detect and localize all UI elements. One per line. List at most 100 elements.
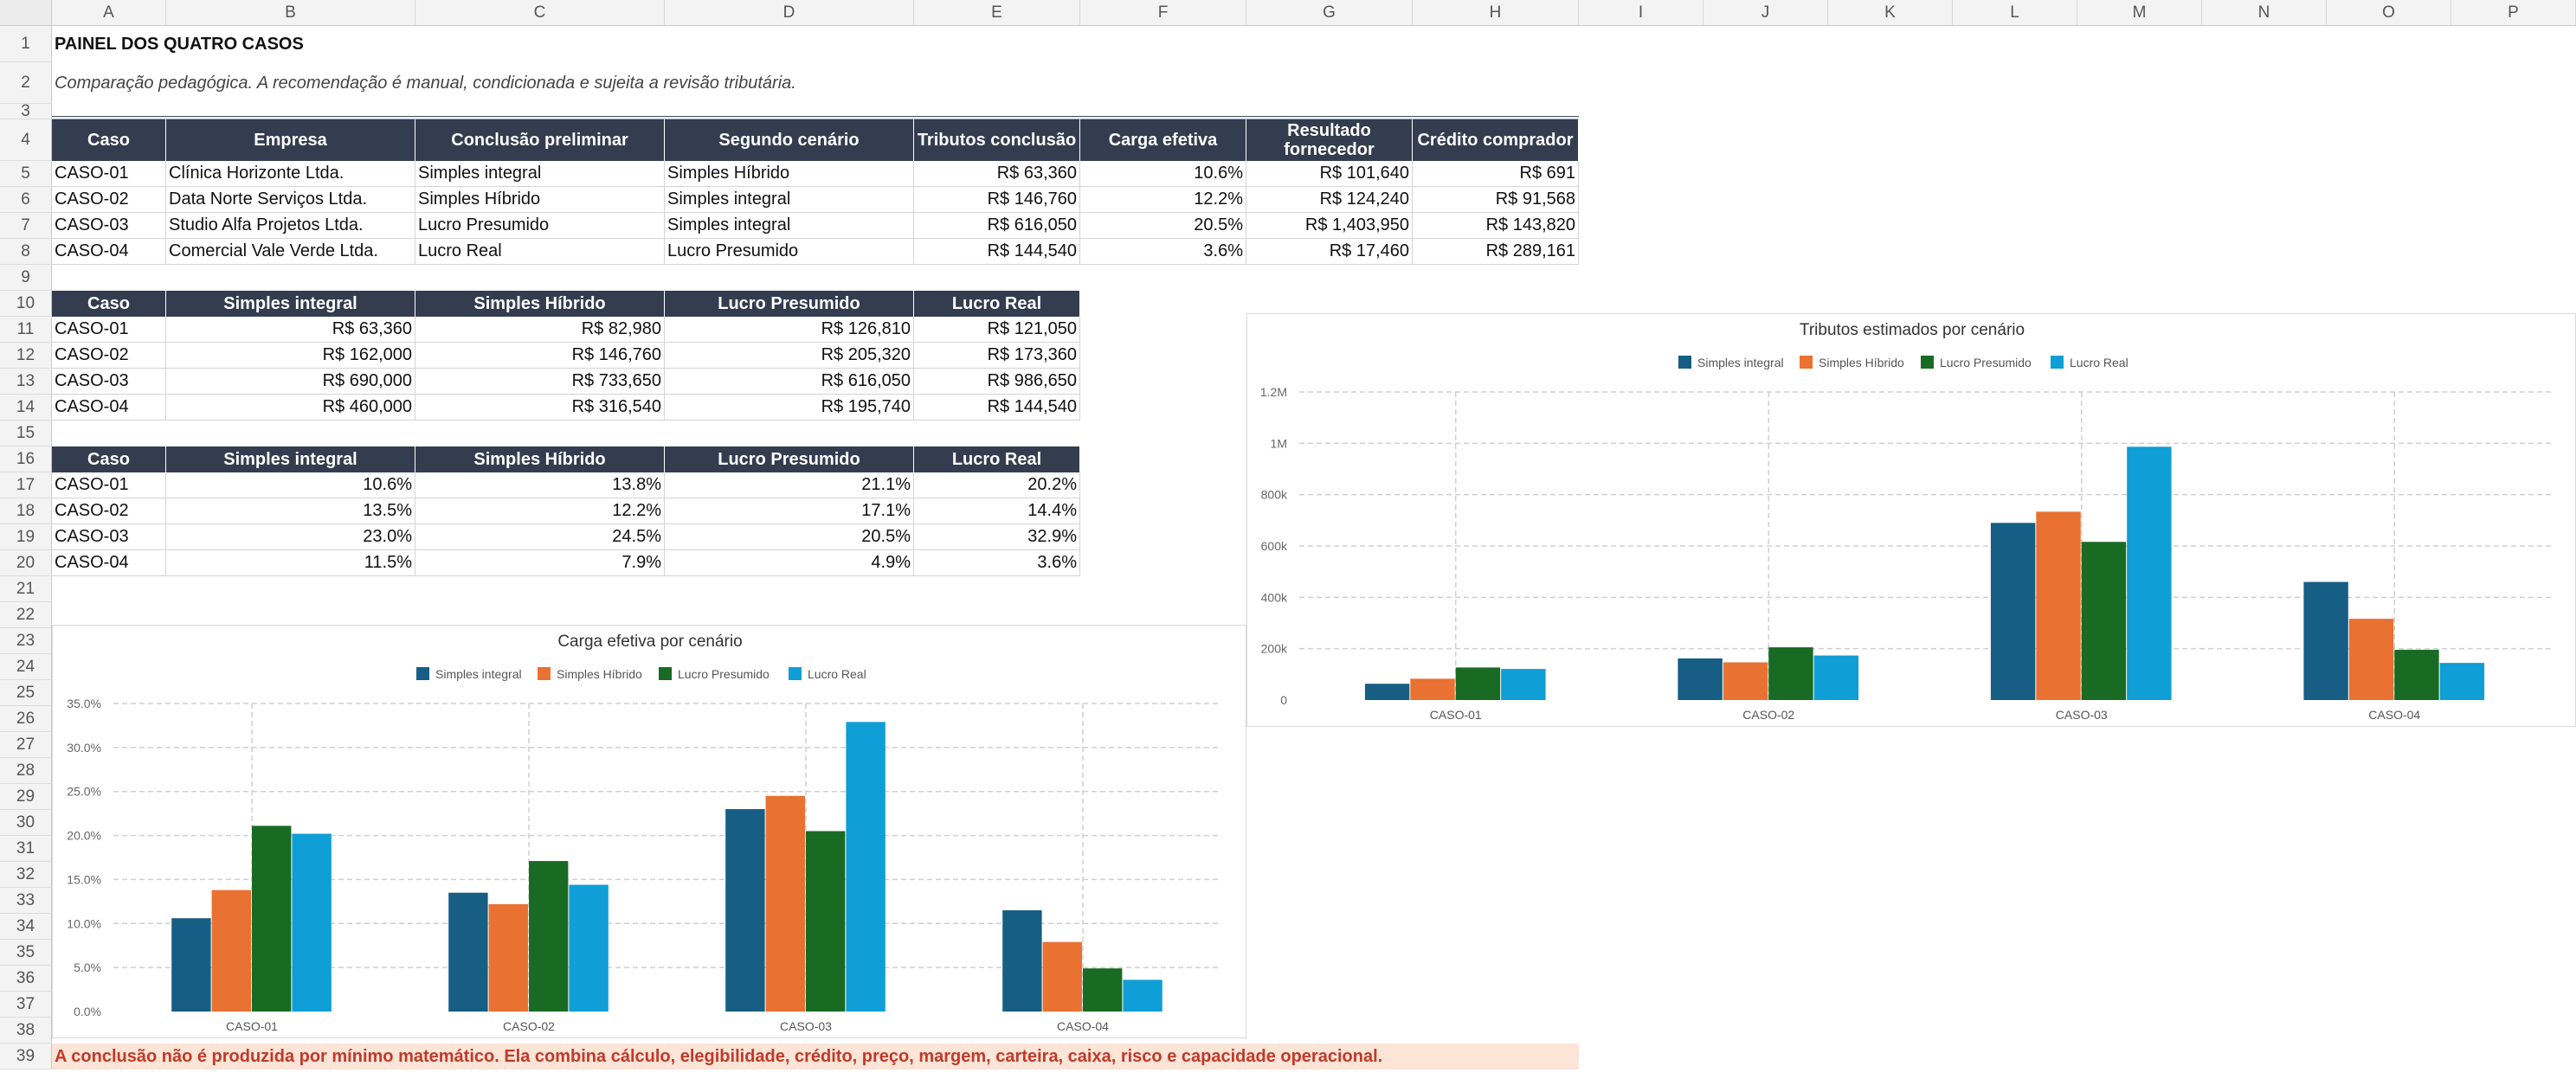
summary-cell[interactable]: 10.6% [1080,161,1246,187]
column-header-h[interactable]: H [1413,0,1579,26]
burden-cell[interactable]: 13.8% [415,472,665,498]
summary-cell[interactable]: Studio Alfa Projetos Ltda. [166,213,415,239]
summary-cell[interactable]: R$ 616,050 [914,213,1080,239]
taxes-cell[interactable]: CASO-02 [52,343,166,369]
burden-cell[interactable]: 17.1% [665,498,914,524]
column-header-i[interactable]: I [1579,0,1703,26]
bar-caso-02-3[interactable] [569,884,609,1012]
summary-cell[interactable]: R$ 1,403,950 [1246,213,1413,239]
row-header-23[interactable]: 23 [0,628,52,654]
burden-cell[interactable]: 7.9% [415,550,665,576]
burden-cell[interactable]: 24.5% [415,524,665,550]
row-header-38[interactable]: 38 [0,1018,52,1044]
summary-cell[interactable]: Lucro Presumido [665,239,914,265]
row-header-12[interactable]: 12 [0,343,52,369]
row-header-2[interactable]: 2 [0,62,52,104]
taxes-cell[interactable]: CASO-04 [52,395,166,421]
bar-caso-01-3[interactable] [292,833,332,1012]
column-header-e[interactable]: E [914,0,1080,26]
bar-caso-02-0[interactable] [448,892,488,1012]
burden-cell[interactable]: 20.2% [914,472,1080,498]
summary-cell[interactable]: Data Norte Serviços Ltda. [166,187,415,213]
taxes-cell[interactable]: R$ 144,540 [914,395,1080,421]
burden-cell[interactable]: 20.5% [665,524,914,550]
summary-cell[interactable]: Lucro Real [415,239,665,265]
taxes-cell[interactable]: CASO-01 [52,317,166,343]
summary-cell[interactable]: Simples Híbrido [665,161,914,187]
row-header-33[interactable]: 33 [0,888,52,914]
burden-cell[interactable]: 4.9% [665,550,914,576]
row-header-28[interactable]: 28 [0,758,52,784]
bar-caso-03-3[interactable] [846,722,886,1012]
row-header-1[interactable]: 1 [0,26,52,62]
bar-caso-02-2[interactable] [529,861,569,1012]
column-header-a[interactable]: A [52,0,166,26]
bar-caso-01-3[interactable] [1501,669,1546,700]
bar-caso-04-1[interactable] [2348,619,2394,700]
row-header-27[interactable]: 27 [0,732,52,758]
row-header-37[interactable]: 37 [0,992,52,1018]
row-header-18[interactable]: 18 [0,498,52,524]
burden-cell[interactable]: CASO-03 [52,524,166,550]
burden-cell[interactable]: CASO-02 [52,498,166,524]
row-header-20[interactable]: 20 [0,550,52,576]
summary-cell[interactable]: Clínica Horizonte Ltda. [166,161,415,187]
column-header-c[interactable]: C [415,0,665,26]
column-header-j[interactable]: J [1703,0,1828,26]
taxes-cell[interactable]: R$ 126,810 [665,317,914,343]
summary-cell[interactable]: R$ 144,540 [914,239,1080,265]
summary-cell[interactable]: R$ 91,568 [1413,187,1579,213]
bar-caso-03-2[interactable] [806,831,846,1012]
row-header-31[interactable]: 31 [0,836,52,862]
bar-caso-04-2[interactable] [1083,968,1123,1012]
taxes-cell[interactable]: CASO-03 [52,369,166,395]
summary-cell[interactable]: Simples integral [665,187,914,213]
row-header-19[interactable]: 19 [0,524,52,550]
taxes-cell[interactable]: R$ 173,360 [914,343,1080,369]
burden-cell[interactable]: CASO-04 [52,550,166,576]
row-header-30[interactable]: 30 [0,810,52,836]
bar-caso-01-1[interactable] [1410,678,1455,700]
burden-cell[interactable]: 13.5% [166,498,415,524]
bar-caso-04-2[interactable] [2394,649,2439,700]
burden-cell[interactable]: 12.2% [415,498,665,524]
taxes-cell[interactable]: R$ 121,050 [914,317,1080,343]
row-header-16[interactable]: 16 [0,446,52,472]
summary-cell[interactable]: R$ 101,640 [1246,161,1413,187]
bar-caso-01-2[interactable] [252,825,292,1012]
row-header-34[interactable]: 34 [0,914,52,940]
column-header-k[interactable]: K [1828,0,1953,26]
bar-caso-02-3[interactable] [1813,655,1859,700]
row-header-5[interactable]: 5 [0,161,52,187]
row-header-32[interactable]: 32 [0,862,52,888]
taxes-cell[interactable]: R$ 733,650 [415,369,665,395]
taxes-cell[interactable]: R$ 986,650 [914,369,1080,395]
row-header-39[interactable]: 39 [0,1044,52,1070]
summary-cell[interactable]: R$ 146,760 [914,187,1080,213]
chart-1[interactable]: Carga efetiva por cenário Simples integra… [52,625,1246,1038]
row-header-36[interactable]: 36 [0,966,52,992]
bar-caso-02-0[interactable] [1678,658,1723,700]
row-header-13[interactable]: 13 [0,369,52,395]
row-header-14[interactable]: 14 [0,395,52,421]
bar-caso-01-0[interactable] [1364,684,1410,700]
column-header-f[interactable]: F [1080,0,1246,26]
bar-caso-03-1[interactable] [2036,511,2081,700]
burden-cell[interactable]: 23.0% [166,524,415,550]
row-header-7[interactable]: 7 [0,213,52,239]
summary-cell[interactable]: R$ 691 [1413,161,1579,187]
summary-cell[interactable]: Simples Híbrido [415,187,665,213]
taxes-cell[interactable]: R$ 82,980 [415,317,665,343]
taxes-cell[interactable]: R$ 146,760 [415,343,665,369]
summary-cell[interactable]: 12.2% [1080,187,1246,213]
summary-cell[interactable]: Simples integral [415,161,665,187]
bar-caso-02-2[interactable] [1768,647,1813,700]
row-header-11[interactable]: 11 [0,317,52,343]
summary-cell[interactable]: CASO-03 [52,213,166,239]
row-header-17[interactable]: 17 [0,472,52,498]
burden-cell[interactable]: 14.4% [914,498,1080,524]
column-header-m[interactable]: M [2077,0,2202,26]
column-header-g[interactable]: G [1246,0,1413,26]
burden-cell[interactable]: 21.1% [665,472,914,498]
chart-0[interactable]: Tributos estimados por cenário Simples in… [1246,313,2576,727]
